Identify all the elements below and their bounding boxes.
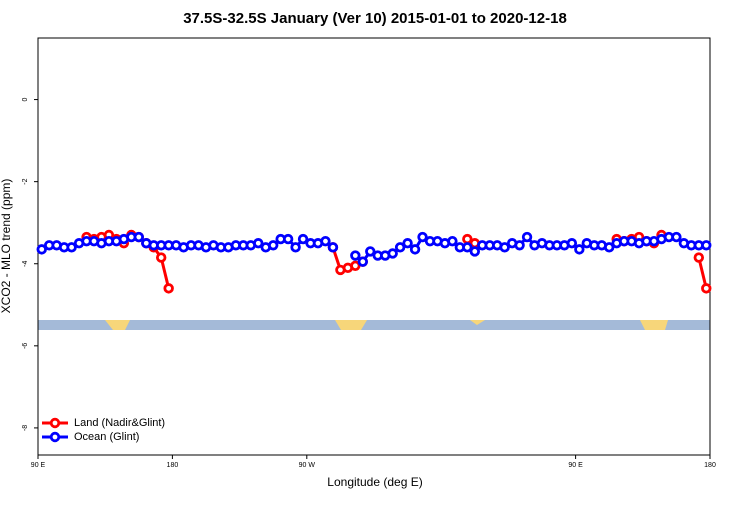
data-point	[290, 242, 301, 253]
data-point	[350, 250, 361, 261]
data-point	[155, 252, 167, 263]
data-point	[469, 246, 480, 257]
y-axis-label: XCO2 - MLO trend (ppm)	[0, 179, 13, 314]
data-point	[447, 235, 458, 247]
data-point	[514, 240, 525, 251]
data-point	[133, 231, 144, 243]
data-point	[163, 283, 174, 294]
y-tick-label: 0	[22, 98, 29, 102]
chart-title: 37.5S-32.5S January (Ver 10) 2015-01-01 …	[183, 10, 567, 27]
data-point	[566, 238, 578, 249]
map-strip	[38, 320, 710, 330]
data-point	[365, 246, 376, 257]
data-point	[282, 233, 294, 245]
data-point	[521, 231, 533, 243]
data-point	[253, 238, 264, 249]
x-tick-label: 180	[704, 462, 716, 469]
data-point	[320, 235, 331, 247]
data-point	[268, 240, 279, 251]
x-axis-label: Longitude (deg E)	[327, 475, 422, 489]
x-tick-label: 90 E	[568, 462, 583, 469]
x-tick-label: 90 E	[31, 462, 46, 469]
data-point	[701, 283, 712, 294]
y-tick-label: -2	[22, 178, 29, 184]
legend-label: Ocean (Glint)	[74, 431, 139, 443]
data-point	[604, 242, 615, 253]
data-point	[574, 244, 585, 255]
data-point	[327, 242, 339, 253]
x-tick-label: 180	[167, 462, 179, 469]
data-point	[297, 233, 309, 245]
y-tick-label: -8	[22, 425, 29, 431]
legend-marker	[49, 431, 61, 443]
x-tick-label: 90 W	[299, 462, 316, 469]
data-point	[350, 260, 361, 271]
data-point	[66, 242, 77, 253]
legend-label: Land (Nadir&Glint)	[74, 417, 165, 429]
y-tick-label: -4	[22, 261, 29, 267]
data-point	[417, 231, 428, 243]
data-point	[357, 256, 368, 267]
data-point	[671, 231, 682, 243]
legend-marker	[49, 417, 61, 429]
data-point	[701, 240, 712, 251]
data-point	[409, 244, 421, 255]
data-point	[499, 242, 510, 253]
y-tick-label: -6	[22, 343, 29, 349]
data-point	[462, 242, 473, 253]
data-point	[387, 248, 398, 259]
data-point	[394, 242, 406, 253]
data-point	[402, 238, 413, 249]
data-point	[693, 252, 704, 263]
data-point	[36, 244, 47, 255]
